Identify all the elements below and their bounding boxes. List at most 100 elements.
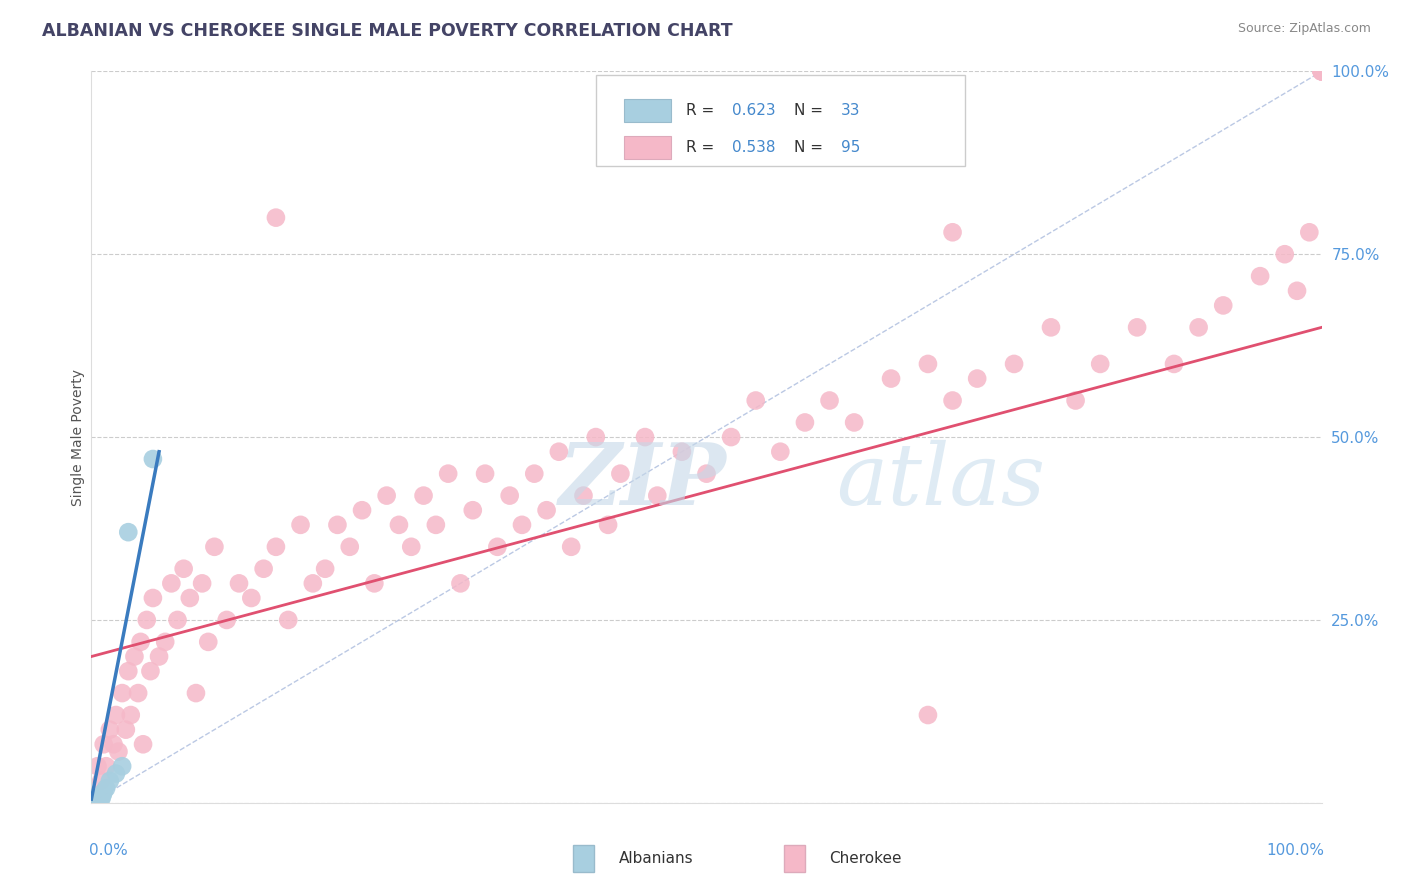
Text: 0.623: 0.623 xyxy=(733,103,776,118)
Point xyxy=(1274,247,1296,261)
Point xyxy=(82,796,104,810)
Point xyxy=(818,393,841,408)
Point xyxy=(277,613,299,627)
Point xyxy=(536,503,558,517)
Point xyxy=(87,791,110,805)
Point xyxy=(352,503,374,517)
FancyBboxPatch shape xyxy=(624,136,671,160)
Point xyxy=(1310,64,1333,78)
Point xyxy=(842,416,865,430)
Point xyxy=(240,591,263,605)
FancyBboxPatch shape xyxy=(624,99,671,122)
Point xyxy=(339,540,361,554)
Point xyxy=(139,664,162,678)
Point xyxy=(98,723,121,737)
Point xyxy=(1310,64,1333,78)
Point xyxy=(326,517,349,532)
Point xyxy=(264,211,287,225)
Point xyxy=(83,796,105,810)
Point xyxy=(486,540,509,554)
Point xyxy=(82,796,104,810)
Point xyxy=(84,794,107,808)
Point xyxy=(129,635,152,649)
Point xyxy=(1002,357,1025,371)
Text: 33: 33 xyxy=(841,103,860,118)
Point xyxy=(96,781,117,796)
Point xyxy=(1126,320,1149,334)
Point xyxy=(941,393,963,408)
Point xyxy=(399,540,422,554)
Point xyxy=(880,371,903,385)
Point xyxy=(634,430,657,444)
Point xyxy=(228,576,250,591)
Point xyxy=(86,759,108,773)
Point xyxy=(375,489,398,503)
Point xyxy=(645,489,669,503)
Point xyxy=(86,792,108,806)
Point xyxy=(264,540,287,554)
Point xyxy=(1039,320,1063,334)
Point xyxy=(215,613,238,627)
Text: Source: ZipAtlas.com: Source: ZipAtlas.com xyxy=(1237,22,1371,36)
Point xyxy=(585,430,607,444)
Point xyxy=(941,225,963,239)
Point xyxy=(314,562,336,576)
Point xyxy=(84,794,107,808)
Point xyxy=(301,576,323,591)
Point xyxy=(1163,357,1185,371)
Point xyxy=(86,792,108,806)
Point xyxy=(191,576,214,591)
Point xyxy=(93,737,115,751)
Point xyxy=(572,489,595,503)
Text: R =: R = xyxy=(686,140,718,155)
Point xyxy=(98,773,121,788)
Text: atlas: atlas xyxy=(835,440,1045,523)
Point xyxy=(720,430,742,444)
Point xyxy=(82,796,104,810)
Text: 100.0%: 100.0% xyxy=(1265,843,1324,858)
Point xyxy=(86,793,108,807)
Point xyxy=(793,416,815,430)
Text: 0.0%: 0.0% xyxy=(89,843,128,858)
Point xyxy=(103,737,125,751)
Point xyxy=(111,759,134,773)
Point xyxy=(82,796,104,810)
Text: R =: R = xyxy=(686,103,718,118)
Point xyxy=(1285,284,1308,298)
Point xyxy=(202,540,225,554)
Point xyxy=(498,489,520,503)
Point xyxy=(253,562,276,576)
Point xyxy=(547,444,569,458)
Point xyxy=(135,613,157,627)
Point xyxy=(86,794,108,808)
Point xyxy=(160,576,183,591)
Point xyxy=(1187,320,1209,334)
Point xyxy=(474,467,496,481)
Point xyxy=(596,517,619,532)
Point xyxy=(105,766,127,780)
Point xyxy=(745,393,768,408)
Text: ALBANIAN VS CHEROKEE SINGLE MALE POVERTY CORRELATION CHART: ALBANIAN VS CHEROKEE SINGLE MALE POVERTY… xyxy=(42,22,733,40)
Point xyxy=(107,745,129,759)
Point xyxy=(84,794,107,808)
Point xyxy=(425,517,447,532)
Point xyxy=(90,792,112,806)
Text: N =: N = xyxy=(794,103,828,118)
Point xyxy=(86,793,108,807)
Point xyxy=(120,708,142,723)
Text: 95: 95 xyxy=(841,140,860,155)
Point xyxy=(86,792,108,806)
Point xyxy=(449,576,471,591)
Point xyxy=(166,613,188,627)
Point xyxy=(917,357,939,371)
Point xyxy=(87,790,110,805)
Point xyxy=(83,795,105,809)
Point xyxy=(132,737,155,751)
Point xyxy=(84,794,107,808)
Point xyxy=(523,467,546,481)
Point xyxy=(917,708,939,723)
Point xyxy=(124,649,146,664)
Point xyxy=(142,452,165,467)
Point xyxy=(1064,393,1087,408)
Point xyxy=(93,785,115,799)
